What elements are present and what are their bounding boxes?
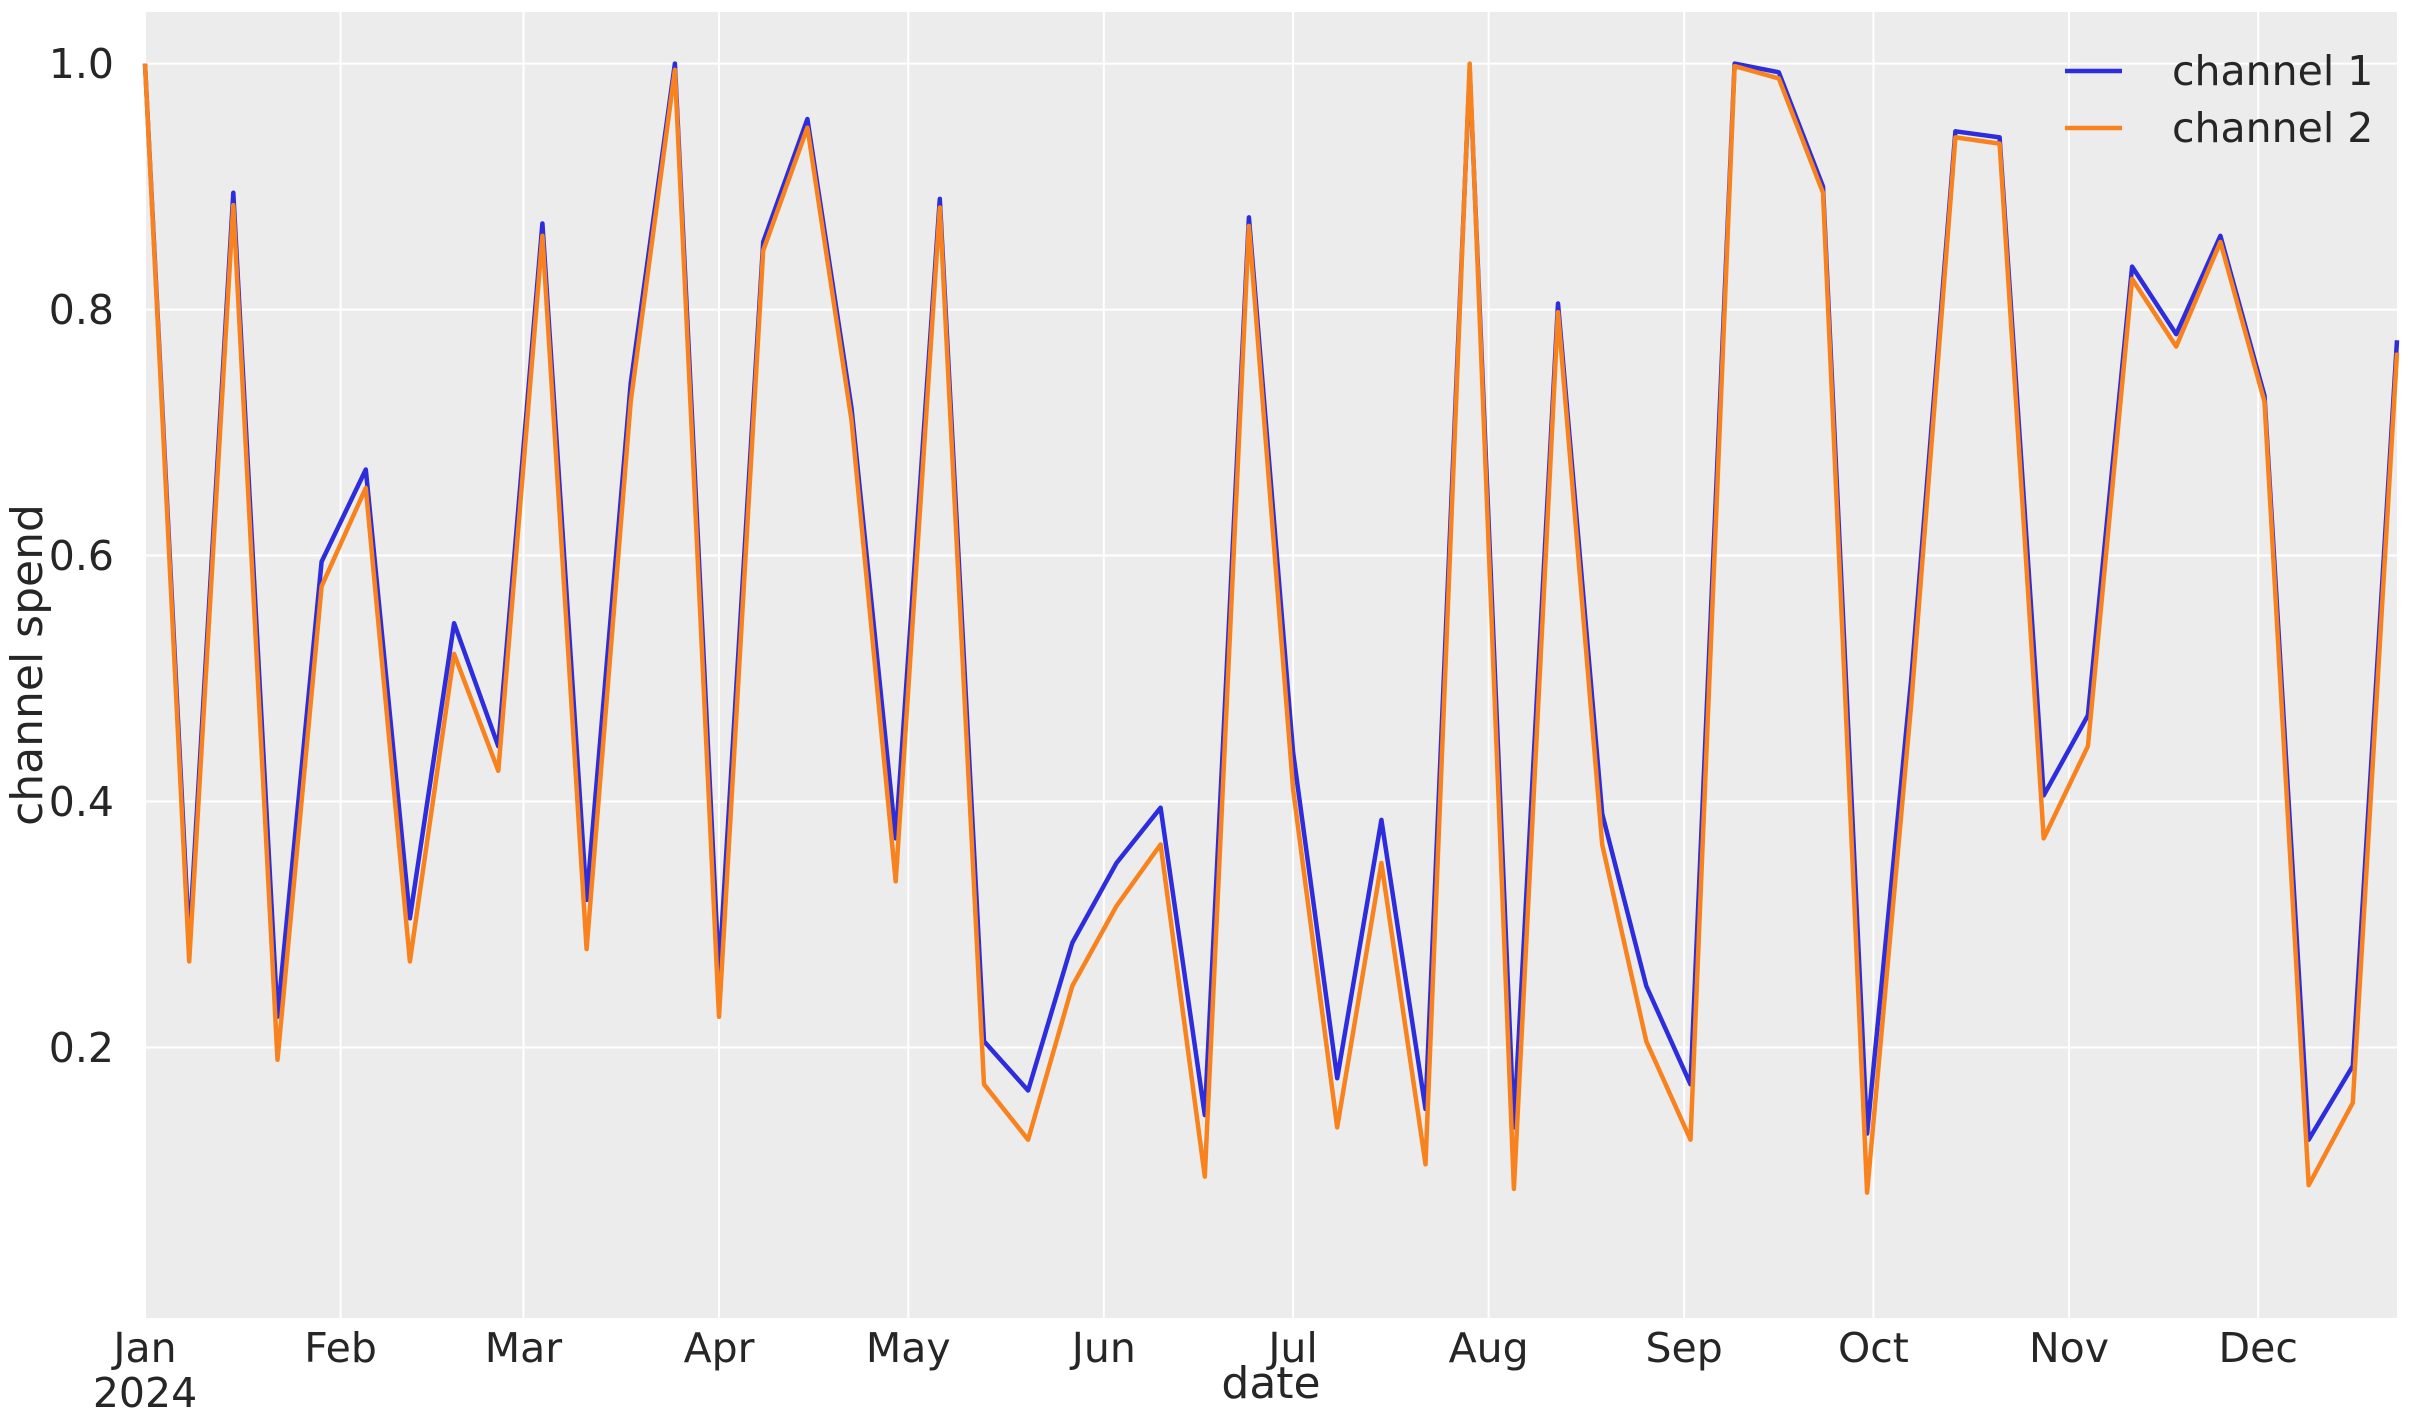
x-tick-label: May: [866, 1324, 951, 1372]
y-tick-label: 1.0: [49, 40, 114, 88]
y-tick-label: 0.2: [49, 1024, 114, 1072]
x-tick-label: Dec: [2219, 1324, 2298, 1372]
series-line-channel-2: [142, 61, 2400, 1195]
x-tick-year-label: 2024: [93, 1369, 197, 1417]
x-tick-label: Mar: [485, 1324, 562, 1372]
x-tick-label: Sep: [1646, 1324, 1723, 1372]
legend: channel 1 channel 2: [2065, 47, 2373, 152]
legend-label: channel 1: [2172, 47, 2373, 95]
x-axis-label: date: [1221, 1358, 1320, 1409]
x-tick-label: Feb: [304, 1324, 377, 1372]
x-tick-label: Aug: [1449, 1324, 1529, 1372]
y-axis-label: channel spend: [2, 504, 53, 826]
x-tick-label: Apr: [684, 1324, 755, 1372]
grid: [144, 12, 2397, 1318]
x-tick-label: Nov: [2029, 1324, 2109, 1372]
legend-label: channel 2: [2172, 104, 2373, 152]
y-tick-label: 0.6: [49, 532, 114, 580]
x-tick-label: Jul: [1265, 1324, 1317, 1372]
y-tick-label: 0.8: [49, 286, 114, 334]
x-tick-label: Oct: [1838, 1324, 1909, 1372]
x-tick-label: Jun: [1069, 1324, 1136, 1372]
y-tick-label: 0.4: [49, 778, 114, 826]
x-tick-label: Jan: [110, 1324, 176, 1372]
plot-area: [145, 12, 2397, 1318]
